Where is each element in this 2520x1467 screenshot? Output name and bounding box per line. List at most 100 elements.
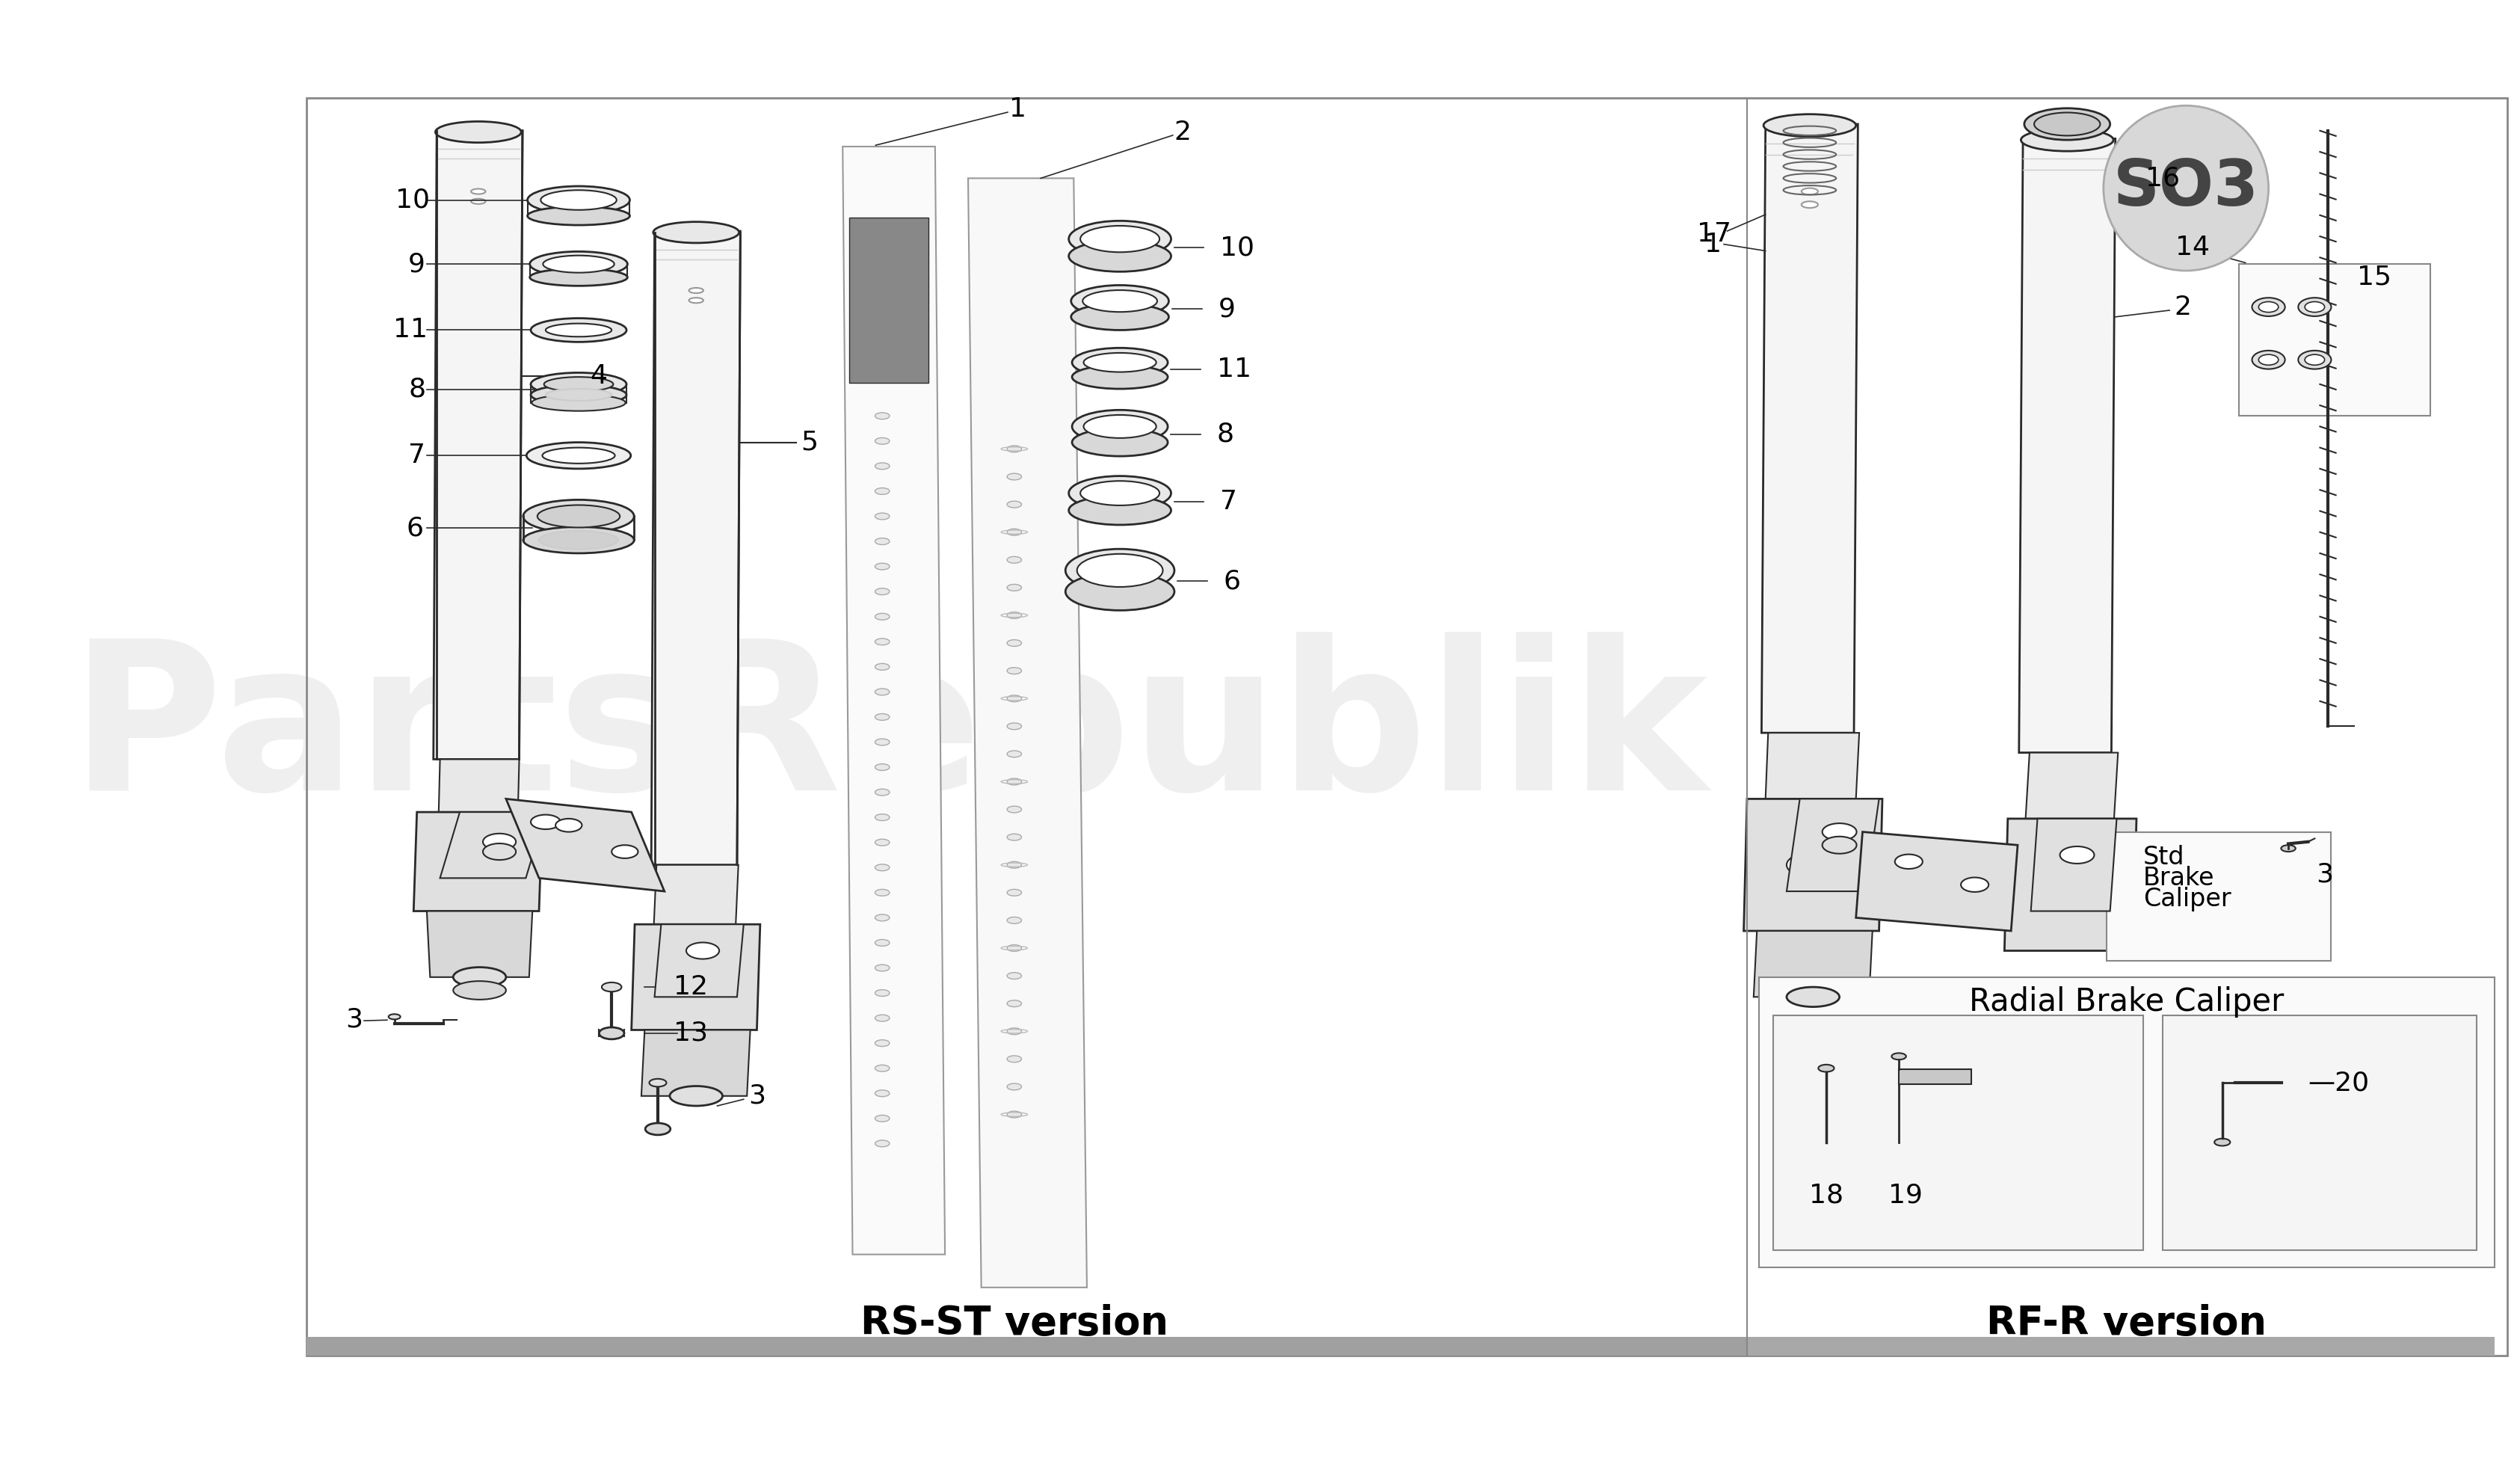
Text: Brake: Brake — [2142, 866, 2215, 890]
Ellipse shape — [1071, 365, 1167, 389]
Ellipse shape — [874, 588, 890, 594]
Polygon shape — [849, 219, 927, 383]
Ellipse shape — [874, 563, 890, 569]
Bar — [2162, 1015, 2477, 1250]
Ellipse shape — [1008, 1028, 1021, 1034]
Text: 13: 13 — [673, 1021, 708, 1046]
Ellipse shape — [1008, 1111, 1021, 1118]
Ellipse shape — [874, 1015, 890, 1021]
Text: 9: 9 — [1217, 296, 1235, 321]
Text: 3: 3 — [345, 1006, 363, 1033]
Ellipse shape — [688, 298, 703, 304]
Ellipse shape — [2306, 302, 2323, 312]
Ellipse shape — [874, 990, 890, 996]
Ellipse shape — [2044, 873, 2097, 898]
Ellipse shape — [2253, 351, 2286, 370]
Text: 18: 18 — [1809, 1182, 1845, 1207]
Bar — [1746, 1336, 2495, 1356]
Ellipse shape — [874, 839, 890, 846]
Polygon shape — [640, 1030, 751, 1096]
Ellipse shape — [542, 255, 615, 273]
Ellipse shape — [547, 324, 612, 337]
Ellipse shape — [670, 965, 721, 989]
Ellipse shape — [874, 1065, 890, 1071]
Ellipse shape — [1008, 945, 1021, 952]
Ellipse shape — [874, 513, 890, 519]
Ellipse shape — [454, 967, 507, 987]
Ellipse shape — [874, 489, 890, 494]
Ellipse shape — [688, 288, 703, 293]
Ellipse shape — [1008, 973, 1021, 978]
Text: 11: 11 — [393, 317, 428, 343]
Ellipse shape — [1066, 572, 1174, 610]
Ellipse shape — [1802, 201, 1817, 208]
Ellipse shape — [1008, 556, 1021, 563]
Ellipse shape — [874, 713, 890, 720]
Ellipse shape — [547, 389, 612, 400]
Ellipse shape — [874, 538, 890, 544]
Ellipse shape — [1084, 354, 1157, 373]
Ellipse shape — [532, 384, 627, 405]
Text: 3: 3 — [748, 1083, 766, 1109]
Ellipse shape — [874, 814, 890, 820]
Ellipse shape — [1008, 861, 1021, 868]
Bar — [1759, 977, 2495, 1267]
Text: 2: 2 — [2175, 295, 2192, 320]
Ellipse shape — [874, 1090, 890, 1097]
Ellipse shape — [874, 462, 890, 469]
Ellipse shape — [542, 191, 617, 210]
Ellipse shape — [1071, 285, 1169, 317]
Ellipse shape — [1008, 695, 1021, 701]
Circle shape — [2104, 106, 2268, 271]
Ellipse shape — [874, 739, 890, 745]
Polygon shape — [842, 147, 945, 1254]
Text: 1: 1 — [1008, 97, 1026, 122]
Ellipse shape — [1787, 852, 1840, 877]
Ellipse shape — [1961, 877, 1988, 892]
Ellipse shape — [1802, 188, 1817, 195]
Ellipse shape — [532, 318, 627, 342]
Ellipse shape — [1008, 917, 1021, 924]
Ellipse shape — [527, 186, 630, 214]
Ellipse shape — [388, 1014, 401, 1020]
Ellipse shape — [1071, 304, 1169, 330]
Text: 12: 12 — [673, 974, 708, 999]
Ellipse shape — [670, 1086, 723, 1106]
Polygon shape — [441, 813, 547, 879]
Ellipse shape — [874, 864, 890, 871]
Text: 19: 19 — [1887, 1182, 1923, 1207]
Bar — [2238, 264, 2429, 417]
Ellipse shape — [1066, 549, 1174, 591]
Text: Std: Std — [2142, 845, 2185, 870]
Polygon shape — [426, 911, 532, 977]
Ellipse shape — [1084, 290, 1157, 312]
Ellipse shape — [484, 844, 517, 860]
Ellipse shape — [454, 981, 507, 999]
Ellipse shape — [2258, 355, 2278, 365]
Text: Radial Brake Caliper: Radial Brake Caliper — [1968, 986, 2283, 1018]
Ellipse shape — [1895, 854, 1923, 868]
Text: 7: 7 — [1220, 489, 1237, 515]
Ellipse shape — [653, 222, 738, 244]
Polygon shape — [633, 924, 761, 1030]
Ellipse shape — [1008, 446, 1021, 452]
Ellipse shape — [1819, 1065, 1835, 1072]
Ellipse shape — [1068, 222, 1172, 257]
Ellipse shape — [874, 638, 890, 645]
Ellipse shape — [874, 437, 890, 445]
Text: 8: 8 — [408, 377, 426, 402]
Polygon shape — [2026, 753, 2117, 819]
Text: 10: 10 — [1220, 235, 1255, 260]
Ellipse shape — [1008, 833, 1021, 841]
Ellipse shape — [532, 814, 559, 829]
Ellipse shape — [874, 889, 890, 896]
Polygon shape — [655, 924, 743, 998]
Polygon shape — [507, 800, 665, 892]
Ellipse shape — [874, 789, 890, 795]
Ellipse shape — [2253, 298, 2286, 317]
Ellipse shape — [524, 527, 635, 553]
Ellipse shape — [1008, 779, 1021, 785]
Ellipse shape — [874, 1115, 890, 1122]
Ellipse shape — [1008, 889, 1021, 896]
Ellipse shape — [1764, 114, 1855, 136]
